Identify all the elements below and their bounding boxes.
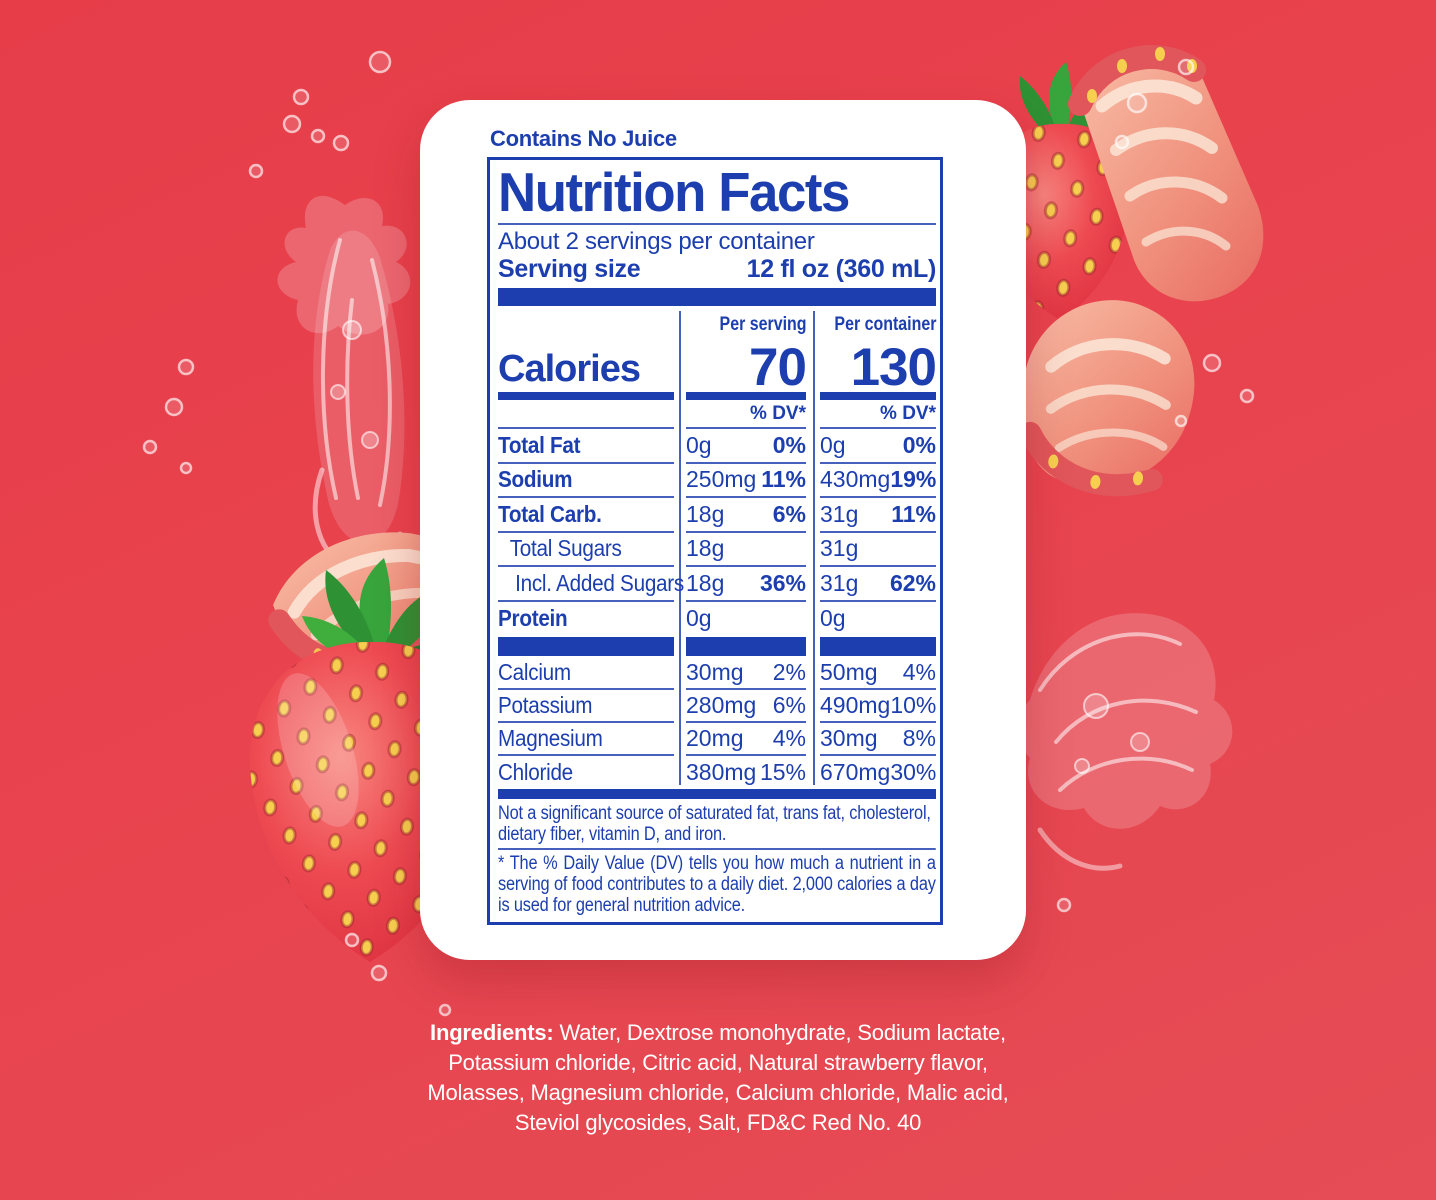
mineral-row-potassium: Potassium 280mg 6% 490mg 10% bbox=[498, 690, 936, 723]
nutrient-row-sodium: Sodium 250mg 11% 430mg 19% bbox=[498, 464, 936, 498]
column-divider bbox=[679, 311, 681, 785]
strawberry-slice-right-icon bbox=[1019, 300, 1195, 497]
dv-header-container: % DV* bbox=[880, 403, 936, 424]
column-divider bbox=[813, 311, 815, 785]
calories-underline-row bbox=[498, 392, 936, 401]
calories-per-serving: 70 bbox=[749, 338, 807, 398]
per-serving-header: Per serving bbox=[719, 314, 806, 335]
water-splash-left-icon bbox=[277, 195, 411, 575]
calories-label: Calories bbox=[498, 348, 641, 390]
nutrition-facts-panel: Nutrition Facts About 2 servings per con… bbox=[487, 157, 943, 925]
ingredients-text: Ingredients: Water, Dextrose monohydrate… bbox=[427, 1020, 1009, 1135]
nutrient-row-total-carb: Total Carb. 18g 6% 31g 11% bbox=[498, 498, 936, 533]
mineral-row-calcium: Calcium 30mg 2% 50mg 4% bbox=[498, 657, 936, 690]
daily-value-note: * The % Daily Value (DV) tells you how m… bbox=[498, 853, 936, 916]
nutrient-row-total-fat: Total Fat 0g 0% 0g 0% bbox=[498, 429, 936, 464]
water-bubbles-icon bbox=[142, 50, 1255, 1017]
nutrient-columns-region: Per serving Per container Calories 70 13… bbox=[498, 306, 937, 789]
contains-no-juice-text: Contains No Juice bbox=[490, 126, 677, 151]
water-splash-right-icon bbox=[1017, 613, 1233, 871]
nutrition-label-card: Contains No Juice Nutrition Facts About … bbox=[420, 100, 1026, 960]
nutrient-row-protein: Protein 0g 0g bbox=[498, 605, 846, 632]
column-header-row: Per serving Per container bbox=[498, 306, 936, 336]
daily-value-header-row: % DV* % DV* bbox=[498, 401, 936, 429]
nutrient-row-added-sugars: Incl. Added Sugars 18g 36% 31g 62% bbox=[498, 567, 936, 602]
mineral-row-magnesium: Magnesium 20mg 4% 30mg 8% bbox=[498, 723, 936, 756]
nutrition-facts-title: Nutrition Facts bbox=[498, 161, 850, 223]
section-bar bbox=[498, 789, 936, 799]
calories-per-container: 130 bbox=[850, 338, 937, 398]
section-bar-segmented bbox=[498, 636, 936, 657]
dv-header-serving: % DV* bbox=[750, 403, 806, 424]
serving-size-label: Serving size bbox=[498, 255, 641, 283]
ingredients-label: Ingredients: bbox=[430, 1020, 554, 1045]
serving-size-value: 12 fl oz (360 mL) bbox=[746, 255, 937, 283]
per-container-header: Per container bbox=[833, 314, 936, 335]
calories-row: Calories 70 130 bbox=[498, 336, 937, 398]
serving-size-row: Serving size 12 fl oz (360 mL) bbox=[498, 255, 936, 283]
nutrient-row-total-sugars: Total Sugars 18g 31g bbox=[498, 533, 936, 567]
not-significant-source-note: Not a significant source of saturated fa… bbox=[498, 803, 936, 850]
mineral-row-chloride: Chloride 380mg 15% 670mg 30% bbox=[498, 759, 937, 785]
title-divider bbox=[498, 223, 936, 225]
servings-per-container-text: About 2 servings per container bbox=[498, 228, 815, 255]
section-bar bbox=[498, 288, 936, 306]
footnotes: Not a significant source of saturated fa… bbox=[498, 803, 936, 916]
